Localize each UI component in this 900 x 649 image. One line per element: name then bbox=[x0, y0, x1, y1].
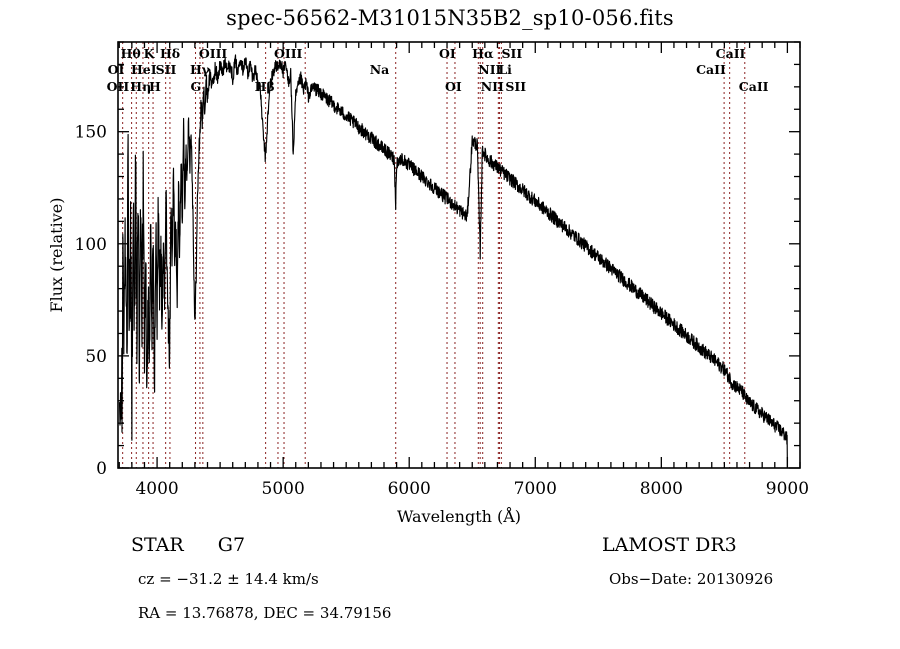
y-tick-label: 100 bbox=[75, 235, 107, 255]
y-tick-label: 150 bbox=[75, 123, 107, 143]
spectral-line-label: OI bbox=[108, 62, 125, 77]
spectral-line-label: NII bbox=[481, 79, 504, 94]
x-tick-label: 8000 bbox=[640, 479, 683, 499]
x-tick-label: 5000 bbox=[262, 479, 305, 499]
obs-date: Obs−Date: 20130926 bbox=[609, 570, 774, 588]
spectral-line-label: H bbox=[149, 79, 161, 94]
object-type-line: STAR G7 bbox=[131, 534, 245, 556]
spectral-line-label: NII bbox=[478, 62, 501, 77]
y-tick-label: 0 bbox=[96, 459, 107, 479]
y-tick-group: 0 50 100 150 bbox=[75, 41, 800, 479]
spectral-line-label: Na bbox=[370, 62, 390, 77]
spectral-line-label: G bbox=[191, 79, 202, 94]
coordinates: RA = 13.76878, DEC = 34.79156 bbox=[138, 604, 392, 622]
survey-name: LAMOST DR3 bbox=[602, 534, 737, 556]
spectral-line-label: SII bbox=[156, 62, 177, 77]
spectrum-trace bbox=[118, 54, 788, 469]
x-tick-label: 9000 bbox=[766, 479, 809, 499]
spectral-line-label: Li bbox=[498, 62, 512, 77]
spectral-line-label: OIII bbox=[199, 46, 228, 61]
y-tick-label: 50 bbox=[85, 347, 107, 367]
spectrum-curve-group bbox=[118, 54, 788, 469]
spectral-line-label: CaII bbox=[716, 46, 746, 61]
x-tick-label: 7000 bbox=[514, 479, 557, 499]
x-axis-label: Wavelength (Å) bbox=[397, 506, 521, 526]
spectral-line-label: Hγ bbox=[190, 62, 211, 77]
x-tick-label: 4000 bbox=[135, 479, 178, 499]
spectral-line-label: OI bbox=[445, 79, 462, 94]
page-title: spec-56562-M31015N35B2_sp10-056.fits bbox=[226, 6, 674, 30]
x-tick-group: 4000 5000 6000 7000 8000 9000 bbox=[118, 42, 809, 499]
spectral-line-label: CaII bbox=[696, 62, 726, 77]
spectral-line-label: OIII bbox=[274, 46, 303, 61]
spectral-line-label: Hη bbox=[130, 79, 151, 94]
spectral-line-label: Hβ bbox=[255, 79, 275, 94]
spectral-line-label: Hα bbox=[472, 46, 494, 61]
line-marker-group bbox=[122, 42, 746, 468]
spectral-line-label: SII bbox=[501, 46, 522, 61]
x-tick-label: 6000 bbox=[388, 479, 431, 499]
spectral-line-label: OII bbox=[107, 79, 130, 94]
spectral-line-label: SII bbox=[505, 79, 526, 94]
spectral-line-label: Hδ bbox=[160, 46, 180, 61]
axis-frame-group bbox=[117, 41, 801, 469]
plot-frame bbox=[117, 41, 801, 469]
y-axis-label: Flux (relative) bbox=[47, 198, 66, 313]
radial-velocity: cz = −31.2 ± 14.4 km/s bbox=[138, 570, 319, 588]
object-type: STAR bbox=[131, 534, 184, 556]
spectral-class: G7 bbox=[217, 534, 246, 556]
spectral-line-label: CaII bbox=[739, 79, 769, 94]
spectral-line-label: HeI bbox=[131, 62, 157, 77]
spectral-line-label: K bbox=[144, 46, 156, 61]
spectral-line-label: Hθ bbox=[121, 46, 141, 61]
spectral-line-label: OI bbox=[439, 46, 456, 61]
